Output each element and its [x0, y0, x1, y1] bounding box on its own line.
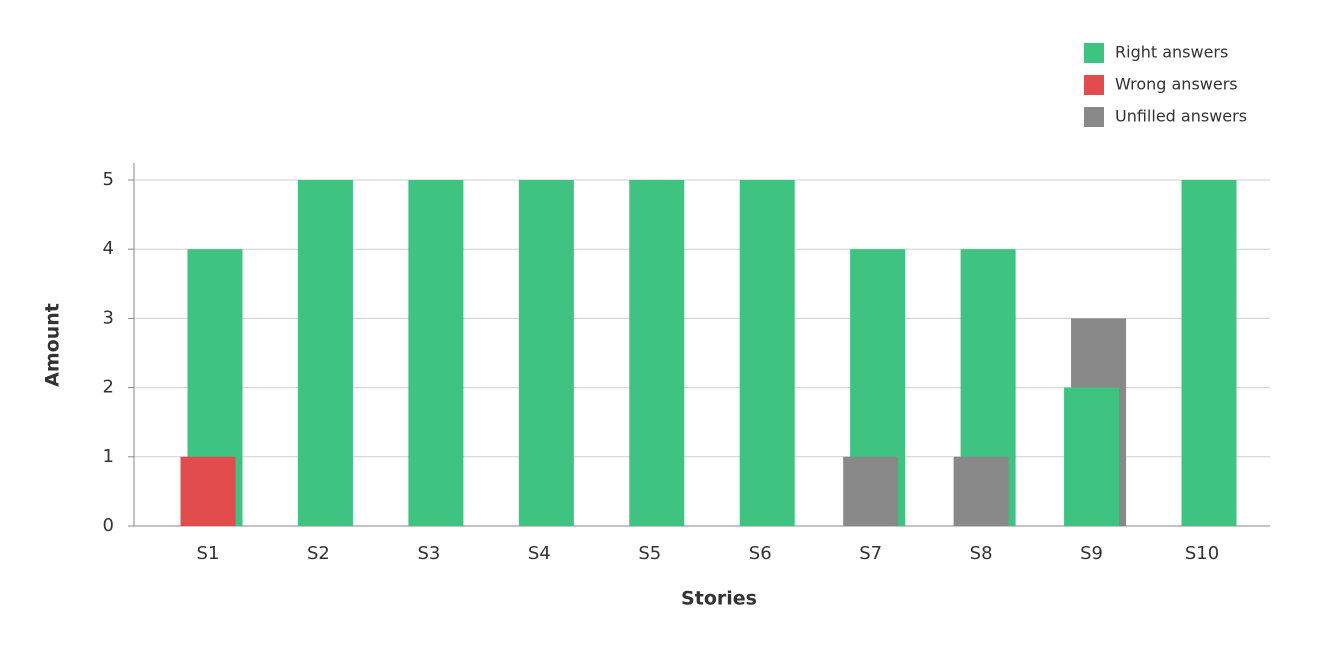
- bar: [297, 180, 353, 526]
- bar: [1181, 180, 1237, 526]
- bar: [629, 180, 685, 526]
- legend-label: Wrong answers: [1115, 75, 1238, 94]
- bar: [180, 456, 236, 526]
- x-tick-label: S9: [1080, 543, 1103, 564]
- y-tick-label: 4: [103, 238, 114, 259]
- y-tick-label: 0: [103, 515, 114, 536]
- bar: [953, 456, 1009, 526]
- y-tick-label: 1: [103, 446, 114, 467]
- y-tick-label: 3: [103, 307, 114, 328]
- x-tick-label: S8: [970, 543, 993, 564]
- x-tick-label: S7: [859, 543, 882, 564]
- x-tick-label: S6: [749, 543, 772, 564]
- legend-label: Unfilled answers: [1115, 107, 1247, 126]
- y-tick-label: 2: [103, 377, 114, 398]
- x-axis-title: Stories: [681, 588, 757, 610]
- x-tick-label: S3: [417, 543, 440, 564]
- x-tick-label: S10: [1185, 543, 1219, 564]
- bar: [1064, 387, 1120, 526]
- legend-swatch: [1084, 43, 1104, 63]
- bar: [843, 456, 899, 526]
- legend-swatch: [1084, 107, 1104, 127]
- x-tick-label: S1: [197, 543, 220, 564]
- x-tick-label: S5: [638, 543, 661, 564]
- y-axis-title: Amount: [42, 303, 64, 387]
- legend-label: Right answers: [1115, 43, 1228, 62]
- x-tick-label: S2: [307, 543, 330, 564]
- bar: [518, 180, 574, 526]
- bar: [408, 180, 464, 526]
- y-tick-label: 5: [103, 169, 114, 190]
- x-tick-label: S4: [528, 543, 551, 564]
- legend-swatch: [1084, 75, 1104, 95]
- bar: [739, 180, 795, 526]
